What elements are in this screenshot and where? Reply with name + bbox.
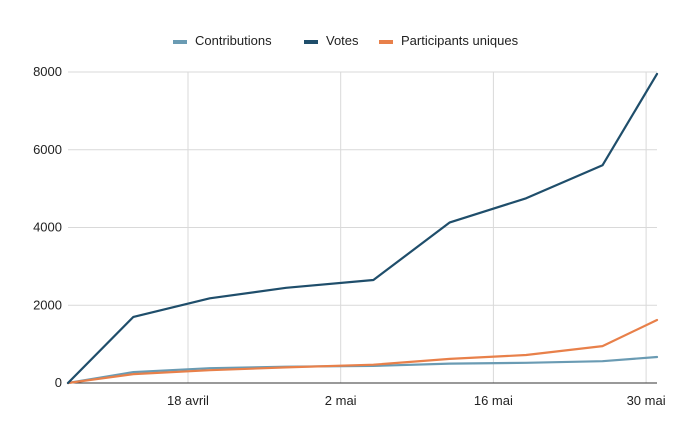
- y-tick-labels: 0 2000 4000 6000 8000: [33, 64, 62, 390]
- legend-label: Votes: [326, 33, 359, 48]
- legend-swatch: [379, 40, 393, 44]
- x-tick-label: 18 avril: [167, 393, 209, 408]
- x-tick-label: 30 mai: [627, 393, 666, 408]
- series-lines: [66, 72, 659, 385]
- y-tick-label: 6000: [33, 142, 62, 157]
- legend-swatch: [304, 40, 318, 44]
- x-tick-labels: 18 avril 2 mai 16 mai 30 mai: [167, 393, 666, 408]
- series-line-contributions: [66, 355, 659, 385]
- x-tick-label: 2 mai: [325, 393, 357, 408]
- series-line-participants-uniques: [66, 318, 659, 385]
- gridlines: [68, 71, 657, 383]
- series-line-votes: [66, 72, 659, 385]
- legend-item: Votes: [304, 33, 359, 48]
- legend-swatch: [173, 40, 187, 44]
- legend: Contributions Votes Participants uniques: [173, 33, 519, 48]
- y-tick-label: 8000: [33, 64, 62, 79]
- legend-item: Participants uniques: [379, 33, 519, 48]
- y-tick-label: 0: [55, 375, 62, 390]
- legend-label: Contributions: [195, 33, 272, 48]
- legend-item: Contributions: [173, 33, 272, 48]
- x-tick-label: 16 mai: [474, 393, 513, 408]
- legend-label: Participants uniques: [401, 33, 519, 48]
- y-tick-label: 2000: [33, 297, 62, 312]
- y-tick-label: 4000: [33, 220, 62, 235]
